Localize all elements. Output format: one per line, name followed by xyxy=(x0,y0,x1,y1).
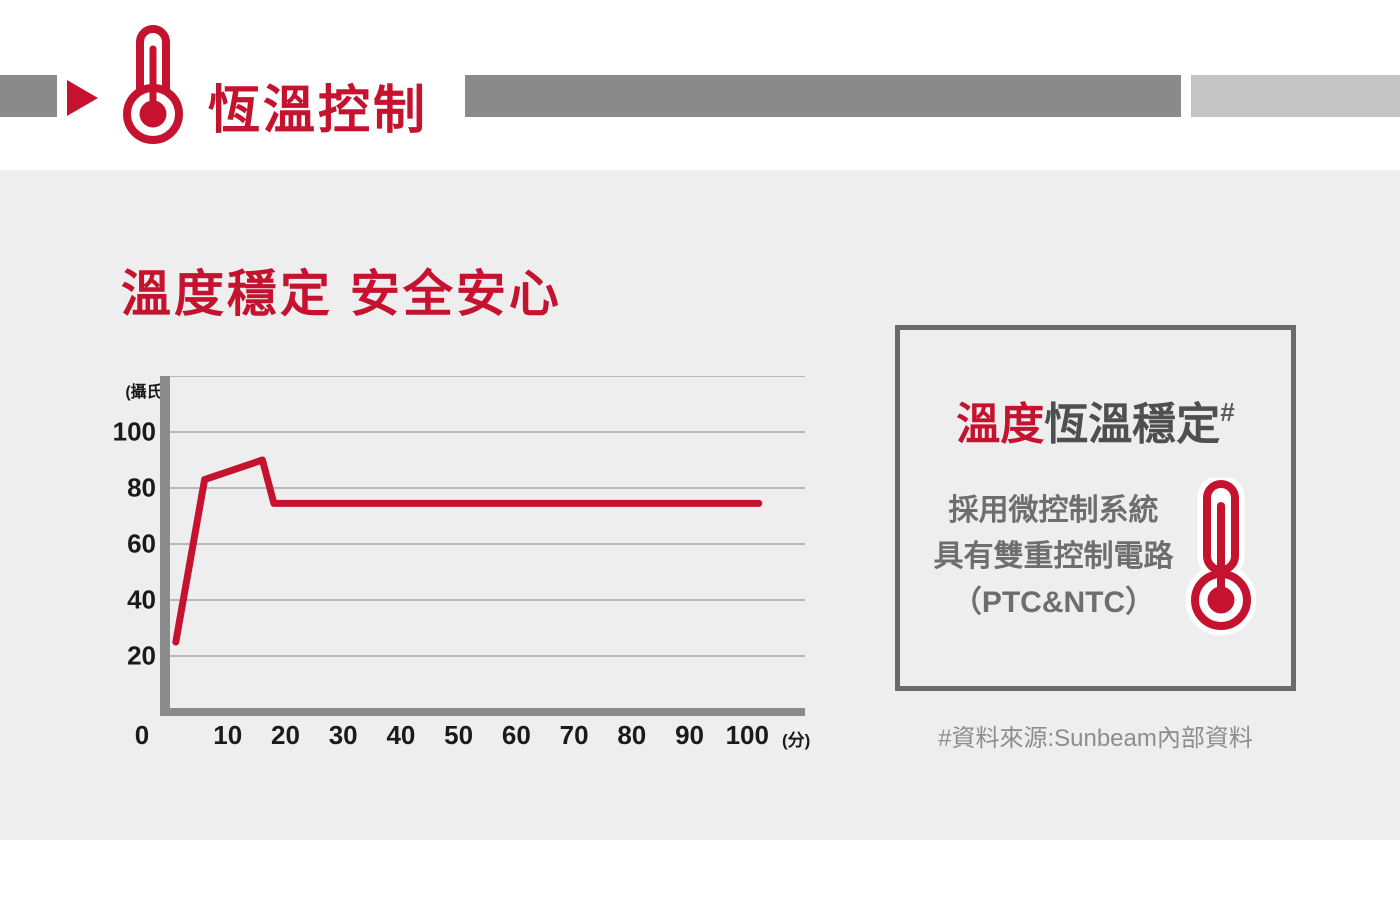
info-box-title: 溫度恆溫穩定# xyxy=(900,388,1291,452)
header-divider-bar xyxy=(465,75,1181,117)
info-box-text: 採用微控制系統 具有雙重控制電路 （PTC&NTC） xyxy=(934,488,1174,626)
footnote: #資料來源:Sunbeam內部資料 xyxy=(938,725,1253,752)
info-box: 溫度恆溫穩定# 採用微控制系統 具有雙重控制電路 （PTC&NTC） xyxy=(895,325,1296,691)
thermometer-icon xyxy=(1185,478,1256,636)
info-box-title-rest: 恆溫穩定 xyxy=(1044,400,1221,449)
info-box-line: 採用微控制系統 xyxy=(948,494,1159,527)
x-tick-label: 50 xyxy=(444,720,474,750)
y-tick-label: 80 xyxy=(127,472,156,503)
y-tick-label: 40 xyxy=(127,584,156,615)
info-box-title-superscript: # xyxy=(1220,397,1235,427)
info-box-title-highlight: 溫度 xyxy=(956,400,1045,449)
x-tick-label: 60 xyxy=(501,720,531,750)
x-tick-label: 10 xyxy=(213,720,243,750)
info-box-line: 具有雙重控制電路 xyxy=(933,540,1174,573)
plot-area xyxy=(170,375,805,712)
x-tick-label: 0 xyxy=(134,720,150,750)
header-left-bar xyxy=(0,75,57,117)
page-title: 恆溫控制 xyxy=(208,82,429,140)
content-heading: 溫度穩定 安全安心 xyxy=(121,266,562,322)
y-axis-line xyxy=(160,376,170,716)
x-axis-line xyxy=(160,708,805,716)
x-tick-label: 90 xyxy=(675,720,704,750)
y-axis-unit-label: (攝氏) xyxy=(125,384,168,401)
x-axis-unit-label: (分) xyxy=(782,731,811,750)
x-tick-label: 30 xyxy=(328,720,358,750)
info-box-line: （PTC&NTC） xyxy=(951,586,1156,619)
x-tick-label: 80 xyxy=(617,720,647,750)
y-tick-label: 100 xyxy=(112,416,156,447)
x-tick-label: 100 xyxy=(725,720,769,750)
info-box-body: 採用微控制系統 具有雙重控制電路 （PTC&NTC） xyxy=(900,478,1291,636)
y-tick-label: 20 xyxy=(127,640,156,671)
content-area: 溫度穩定 安全安心 (攝氏) 20 40 60 80 100 0 10 20 30 40 50 60… xyxy=(0,170,1400,840)
header-divider-bar-light xyxy=(1191,75,1400,117)
x-tick-label: 40 xyxy=(386,720,416,750)
thermometer-icon xyxy=(123,25,183,144)
temperature-chart: (攝氏) 20 40 60 80 100 0 10 20 30 40 50 60 70 80 90 100 … xyxy=(110,364,840,774)
y-tick-label: 60 xyxy=(127,528,156,559)
x-tick-label: 20 xyxy=(270,720,300,750)
x-tick-label: 70 xyxy=(559,720,589,750)
arrow-right-icon xyxy=(67,80,98,116)
